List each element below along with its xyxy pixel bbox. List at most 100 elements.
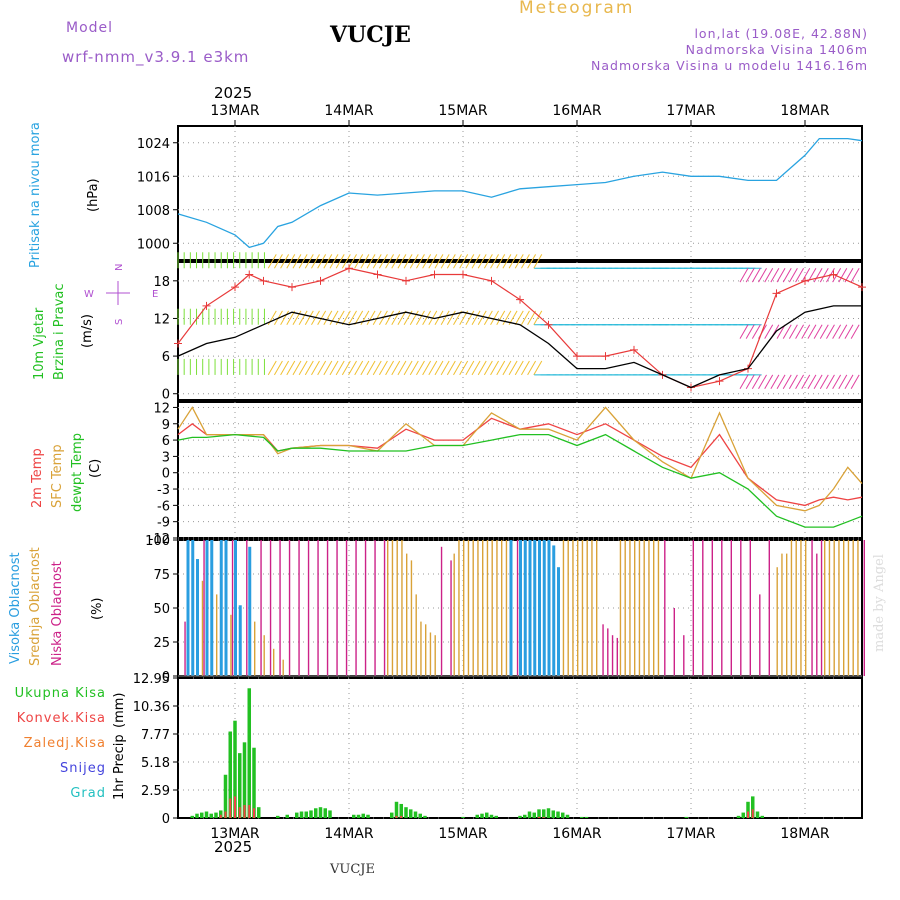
wind-barb bbox=[354, 310, 364, 325]
cloud-high-bar bbox=[238, 605, 242, 676]
wind-barb bbox=[832, 268, 842, 283]
wind-barb bbox=[422, 254, 432, 269]
wind-barb bbox=[453, 254, 462, 269]
wind-barb bbox=[378, 360, 388, 376]
wind-barb bbox=[477, 310, 487, 325]
precip-total-bar bbox=[318, 807, 323, 818]
precip-total-bar bbox=[238, 753, 242, 818]
gust-marker bbox=[516, 295, 524, 304]
wind-barb bbox=[311, 360, 320, 376]
cloud-high-bar bbox=[547, 540, 551, 676]
cloud-high-bar bbox=[205, 540, 209, 676]
cloud-high-bar bbox=[509, 540, 513, 676]
wind-barb bbox=[819, 374, 829, 390]
wind-barb bbox=[533, 254, 543, 269]
wind-barb bbox=[520, 360, 530, 376]
gust-marker bbox=[245, 270, 254, 279]
precip-total-bar bbox=[219, 810, 223, 818]
wind-barb bbox=[471, 310, 481, 325]
cloud-high-bar bbox=[533, 540, 537, 676]
wind-barb bbox=[360, 254, 370, 269]
cloud-low-bar bbox=[383, 540, 386, 676]
cloud-mid-bar bbox=[581, 540, 584, 676]
cloud-low-bar bbox=[450, 560, 452, 676]
precip-total-bar bbox=[418, 813, 422, 818]
precip-total-bar bbox=[299, 811, 304, 818]
cloud-low-bar bbox=[721, 540, 723, 676]
cloud-high-bar bbox=[224, 540, 228, 676]
wind-barb bbox=[391, 360, 401, 376]
wind-barb bbox=[801, 324, 811, 339]
cloud-mid-bar bbox=[843, 540, 845, 676]
wind-barb bbox=[807, 324, 817, 339]
cloud-low-bar bbox=[863, 540, 865, 676]
cloud-mid-bar bbox=[434, 635, 436, 676]
wind-barb bbox=[496, 360, 506, 376]
cloud-mid-bar bbox=[795, 540, 797, 676]
temp-tick-label: 12 bbox=[153, 401, 170, 416]
cloud-low-bar bbox=[611, 635, 614, 676]
gust-marker bbox=[430, 270, 439, 279]
wind-barb bbox=[514, 254, 524, 269]
cloud-mid-bar bbox=[472, 540, 474, 676]
wind-barb bbox=[335, 254, 345, 269]
precip-total-bar bbox=[523, 814, 527, 818]
cloud-low-bar bbox=[203, 540, 205, 676]
precip-total-bar bbox=[755, 811, 760, 818]
wind-barb bbox=[372, 310, 382, 325]
cloud-mid-bar bbox=[477, 540, 479, 676]
wind-barb bbox=[520, 254, 530, 269]
wind-barb bbox=[788, 268, 798, 283]
cloud-mid-bar bbox=[781, 553, 783, 676]
cloud-mid-bar bbox=[643, 540, 645, 676]
cloud-high-bar bbox=[542, 540, 546, 676]
wind-barb bbox=[391, 254, 401, 269]
model-altitude-line: Nadmorska Visina u modelu 1416.16m bbox=[591, 58, 868, 73]
precip-tick-label: 10.36 bbox=[133, 700, 170, 715]
wind-barb bbox=[471, 254, 481, 269]
cloud-mid-bar bbox=[634, 540, 636, 676]
precip-legend-snow: Snijeg bbox=[60, 761, 106, 776]
wind-barb bbox=[477, 254, 487, 269]
gust-marker bbox=[174, 339, 182, 348]
cloud-low-bar bbox=[602, 624, 604, 676]
cloud-low-bar bbox=[683, 635, 685, 676]
wind-barb bbox=[527, 310, 537, 325]
temp-tick-label: -6 bbox=[157, 499, 170, 514]
wind-barb bbox=[273, 360, 283, 376]
cloud-low-bar bbox=[759, 594, 761, 676]
cloud-low-bar bbox=[298, 540, 300, 676]
gust-marker bbox=[601, 352, 610, 361]
precip-conv-bar bbox=[238, 807, 241, 818]
gust-marker bbox=[288, 283, 296, 292]
cloud-tick-label: 50 bbox=[153, 602, 170, 617]
wind-barb bbox=[465, 360, 475, 376]
wind-barb bbox=[751, 374, 761, 390]
precip-total-bar bbox=[233, 720, 237, 818]
cloud-mid-bar bbox=[429, 632, 432, 676]
wind-barb bbox=[850, 324, 860, 339]
precip-total-bar bbox=[228, 731, 232, 818]
cloud-high-bar bbox=[191, 540, 195, 676]
wind-barb bbox=[844, 374, 854, 390]
cloud-low-bar bbox=[231, 540, 234, 676]
day-label-top: 18MAR bbox=[780, 103, 829, 119]
wind-barb bbox=[751, 268, 761, 283]
cloud-mid-bar bbox=[567, 540, 569, 676]
wind-barb bbox=[372, 360, 382, 376]
wind-barb bbox=[378, 254, 388, 269]
precip-conv-bar bbox=[234, 796, 236, 818]
cloud-high-bar bbox=[538, 540, 541, 676]
wind-barb bbox=[292, 254, 302, 269]
wind-barb bbox=[826, 374, 835, 390]
precip-conv-bar bbox=[751, 809, 754, 818]
precip-total-bar bbox=[314, 808, 318, 818]
altitude-line: Nadmorska Visina 1406m bbox=[685, 42, 868, 57]
cloud-mid-bar bbox=[420, 621, 422, 676]
cloud-low-bar bbox=[616, 637, 618, 676]
precip-total-bar bbox=[361, 813, 365, 818]
cloud-mid-bar bbox=[838, 540, 840, 676]
cloud-low-bar bbox=[692, 540, 694, 676]
gust-marker bbox=[316, 276, 325, 285]
wind-barb bbox=[323, 310, 333, 325]
